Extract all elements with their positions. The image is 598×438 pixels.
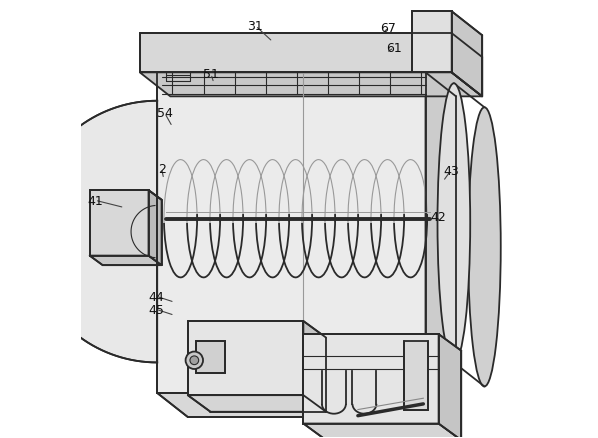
Text: 45: 45 (148, 303, 164, 316)
Polygon shape (188, 395, 326, 412)
Text: 54: 54 (157, 107, 173, 120)
Polygon shape (404, 341, 428, 410)
Polygon shape (157, 393, 456, 417)
Text: 61: 61 (386, 42, 402, 55)
Polygon shape (90, 256, 161, 265)
Polygon shape (140, 73, 482, 97)
Polygon shape (188, 321, 303, 395)
Text: 42: 42 (431, 210, 447, 223)
Polygon shape (140, 34, 451, 73)
Polygon shape (303, 424, 461, 438)
Polygon shape (451, 12, 482, 97)
Text: 31: 31 (248, 20, 263, 33)
Polygon shape (426, 73, 456, 417)
Polygon shape (157, 73, 426, 393)
Ellipse shape (438, 84, 470, 363)
Polygon shape (413, 12, 451, 73)
Polygon shape (148, 191, 161, 265)
Text: 67: 67 (380, 22, 396, 35)
Polygon shape (438, 334, 461, 438)
Text: 2: 2 (158, 162, 166, 176)
Circle shape (185, 352, 203, 369)
Polygon shape (451, 34, 482, 97)
Circle shape (190, 356, 199, 365)
Polygon shape (90, 191, 148, 256)
Polygon shape (197, 341, 225, 374)
Ellipse shape (468, 108, 501, 387)
Text: 44: 44 (148, 290, 164, 303)
Polygon shape (26, 102, 157, 363)
Polygon shape (303, 334, 438, 424)
Text: 43: 43 (443, 165, 459, 178)
Polygon shape (303, 321, 326, 412)
Text: 41: 41 (87, 194, 103, 207)
Text: 51: 51 (203, 68, 219, 81)
